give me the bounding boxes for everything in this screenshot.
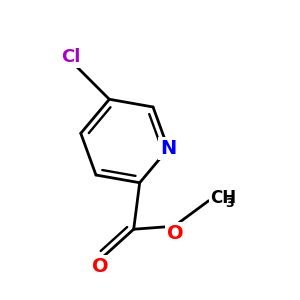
Text: 3: 3 [225, 196, 233, 210]
Text: CH: CH [210, 189, 236, 207]
Text: Cl: Cl [61, 48, 80, 66]
Text: O: O [92, 257, 109, 276]
Text: O: O [167, 224, 184, 243]
Text: N: N [160, 139, 176, 158]
